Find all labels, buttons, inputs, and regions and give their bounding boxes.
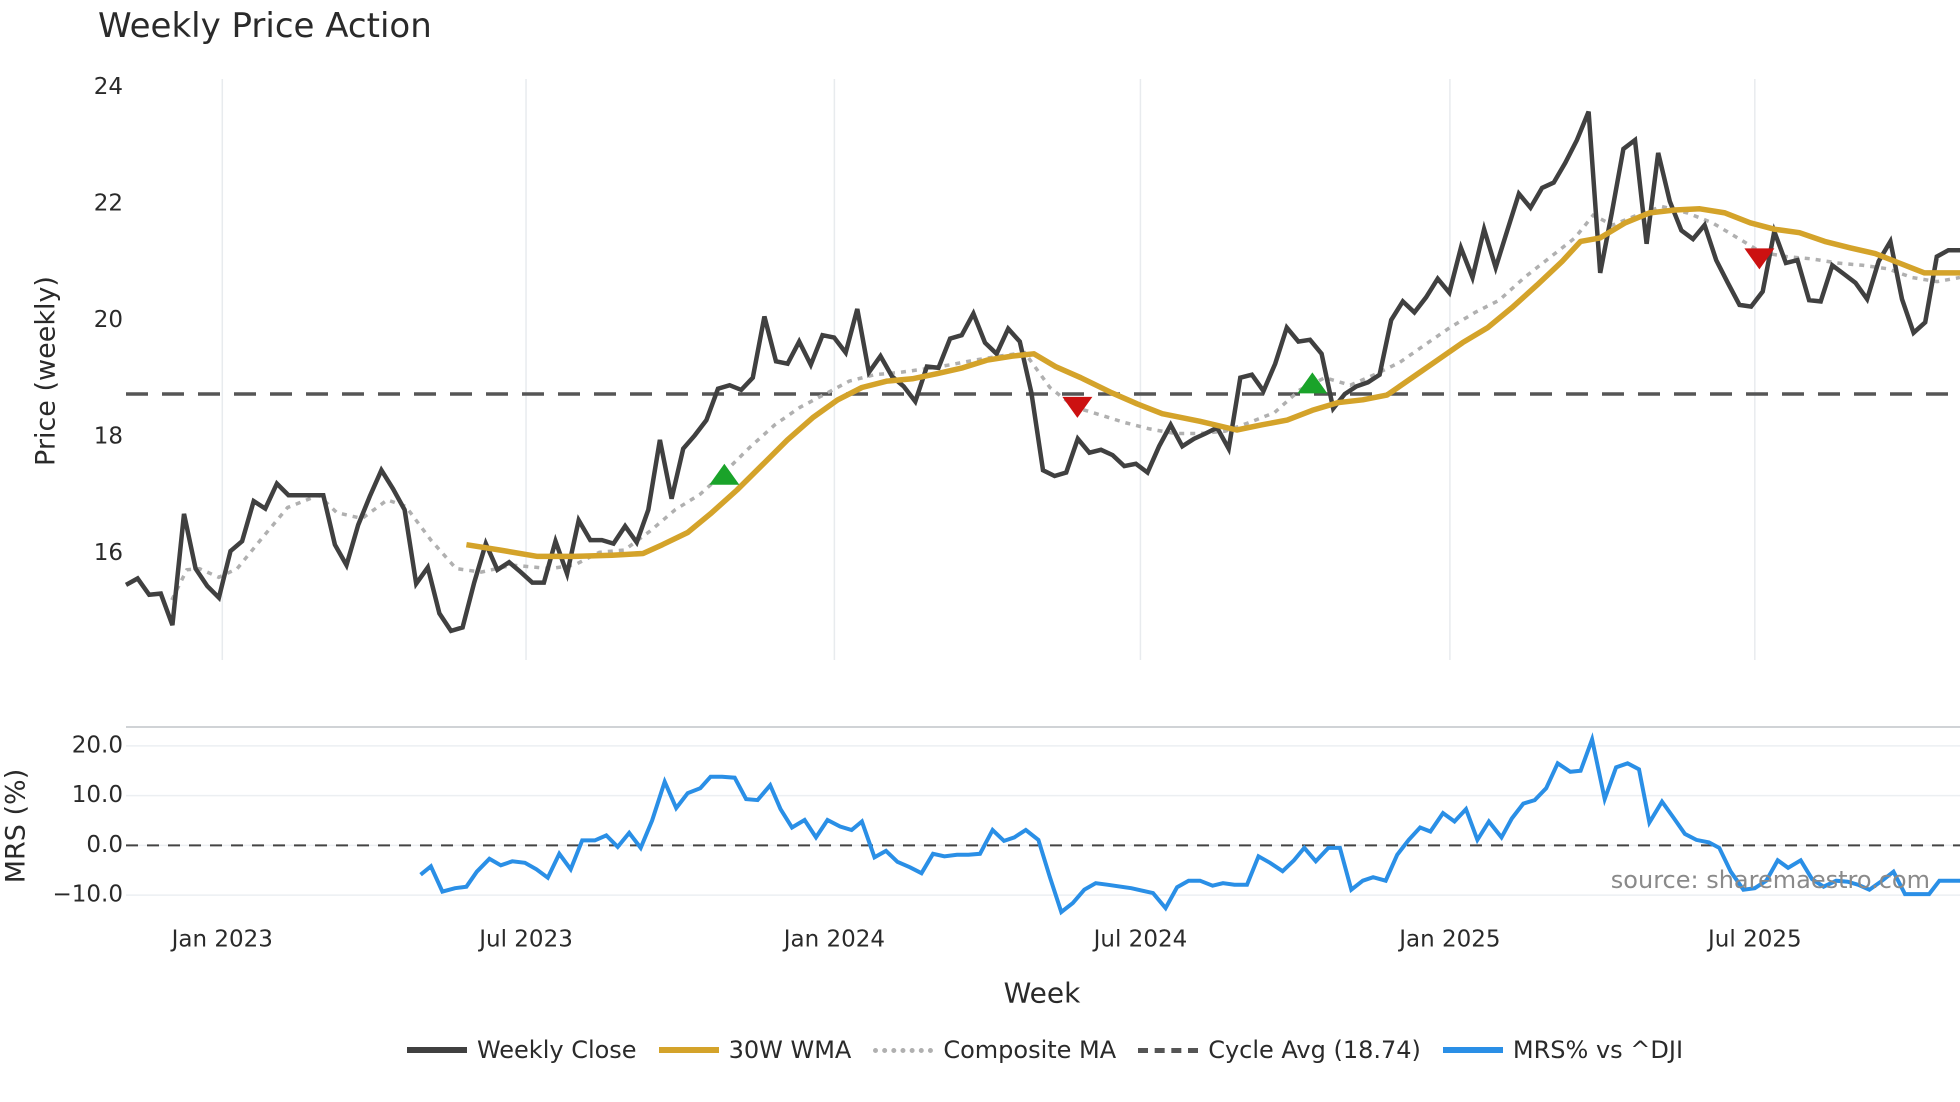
legend-label: MRS% vs ^DJI (1512, 1036, 1684, 1064)
legend-swatch-icon (1442, 1047, 1503, 1053)
legend-label: Composite MA (943, 1036, 1117, 1064)
x-tick-label: Jan 2025 (1397, 927, 1500, 953)
source-watermark: source: sharemaestro.com (1610, 866, 1930, 894)
legend-swatch-icon (873, 1047, 934, 1053)
mrs-tick-label: 10.0 (72, 782, 123, 808)
chart-title: Weekly Price Action (98, 6, 432, 46)
legend-item-weekly-close[interactable]: Weekly Close (406, 1036, 637, 1064)
legend-item-cycle-avg[interactable]: Cycle Avg (18.74) (1138, 1036, 1421, 1064)
buy-signal-icon (709, 463, 740, 485)
mrs-tick-label: 0.0 (86, 832, 123, 858)
legend-item-composite-ma[interactable]: Composite MA (873, 1036, 1116, 1064)
legend-swatch-icon (1138, 1047, 1199, 1053)
weekly-close-line (124, 110, 1960, 634)
mrs-tick-label: 20.0 (72, 732, 123, 758)
legend-item-wma[interactable]: 30W WMA (658, 1036, 852, 1064)
mrs-axis-label: MRS (%) (0, 768, 32, 884)
legend-label: 30W WMA (728, 1036, 852, 1064)
composite-ma-line (170, 204, 1960, 601)
wma-line (465, 206, 1960, 560)
price-tick-label: 18 (94, 424, 123, 450)
x-tick-label: Jul 2025 (1706, 927, 1802, 953)
price-tick-label: 24 (94, 74, 123, 100)
x-tick-label: Jan 2024 (782, 927, 885, 953)
legend-swatch-icon (406, 1047, 467, 1053)
x-axis-label: Week (1003, 976, 1081, 1010)
x-tick-label: Jul 2023 (477, 927, 573, 953)
legend-label: Weekly Close (476, 1036, 637, 1064)
sell-signal-icon (1062, 396, 1093, 418)
price-axis-label: Price (weekly) (30, 276, 62, 466)
price-tick-label: 16 (94, 540, 123, 566)
mrs-line (419, 732, 1960, 916)
legend-label: Cycle Avg (18.74) (1208, 1036, 1421, 1064)
sell-signal-icon (1744, 248, 1775, 270)
price-tick-label: 20 (94, 307, 123, 333)
x-tick-label: Jan 2023 (170, 927, 273, 953)
legend-item-mrs[interactable]: MRS% vs ^DJI (1442, 1036, 1684, 1064)
buy-signal-icon (1297, 372, 1328, 394)
price-tick-label: 22 (94, 191, 123, 217)
mrs-tick-label: −10.0 (53, 882, 123, 908)
legend: Weekly Close 30W WMA Composite MA Cycle … (0, 1036, 1960, 1064)
legend-swatch-icon (658, 1047, 719, 1053)
x-tick-label: Jul 2024 (1092, 927, 1188, 953)
